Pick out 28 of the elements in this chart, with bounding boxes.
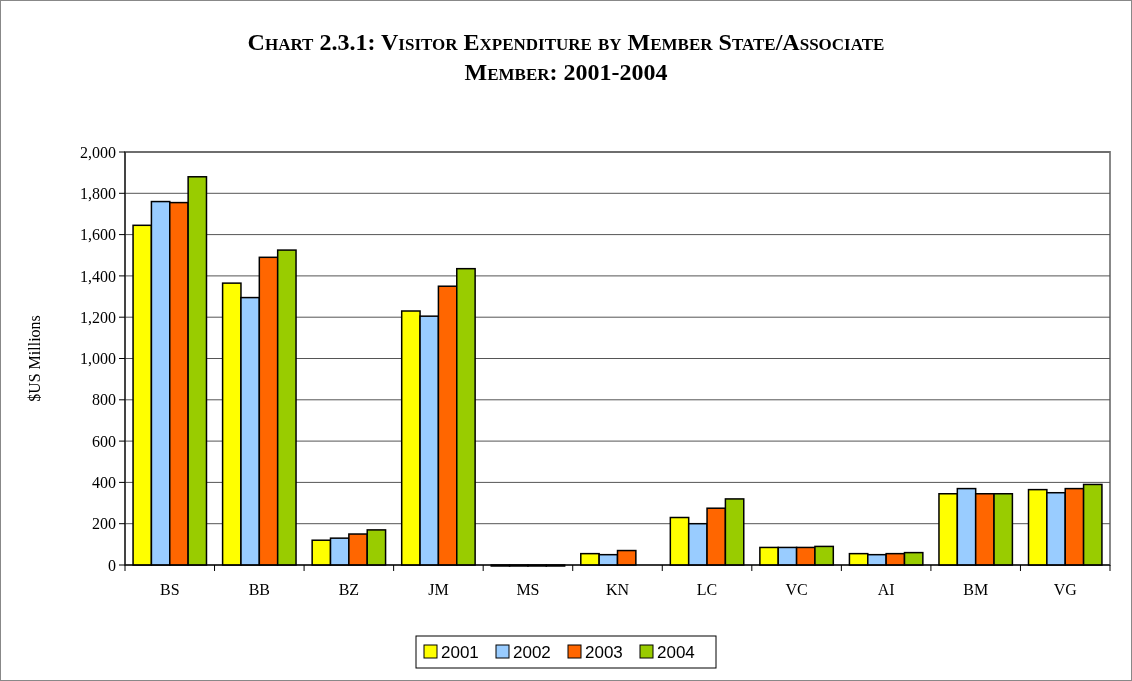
x-tick-label: MS	[516, 581, 540, 598]
x-tick-label: VC	[785, 581, 808, 598]
y-tick-label: 1,800	[80, 184, 116, 202]
y-tick-label: 1,600	[80, 226, 116, 244]
y-tick-label: 1,000	[80, 350, 116, 368]
x-tick-label: VG	[1053, 581, 1078, 598]
legend-label: 2003	[585, 642, 623, 662]
y-tick-label: 800	[92, 391, 116, 409]
x-tick-label: BB	[248, 581, 270, 598]
x-tick-label: BZ	[338, 581, 360, 598]
y-tick-label: 1,400	[80, 267, 116, 285]
y-tick-label: 0	[108, 556, 116, 574]
legend-label: 2002	[513, 642, 551, 662]
legend-label: 2004	[657, 642, 695, 662]
y-tick-label: 1,200	[80, 308, 116, 326]
x-tick-label: BM	[963, 581, 989, 598]
y-tick-label: 400	[92, 474, 116, 491]
y-tick-label: 2,000	[80, 143, 116, 161]
y-tick-label: 600	[92, 432, 116, 450]
y-axis-title: $US Millions	[26, 315, 43, 402]
x-tick-label: JM	[428, 581, 449, 598]
chart-title: Chart 2.3.1: Visitor Expenditure by Member State/Associate Member: 2001-2004	[247, 29, 885, 85]
x-tick-label: KN	[605, 581, 630, 598]
x-tick-label: BS	[159, 581, 180, 598]
x-tick-label: LC	[696, 581, 718, 598]
legend-label: 2001	[441, 642, 479, 662]
y-tick-label: 200	[92, 515, 116, 533]
x-tick-label: AI	[877, 581, 895, 598]
